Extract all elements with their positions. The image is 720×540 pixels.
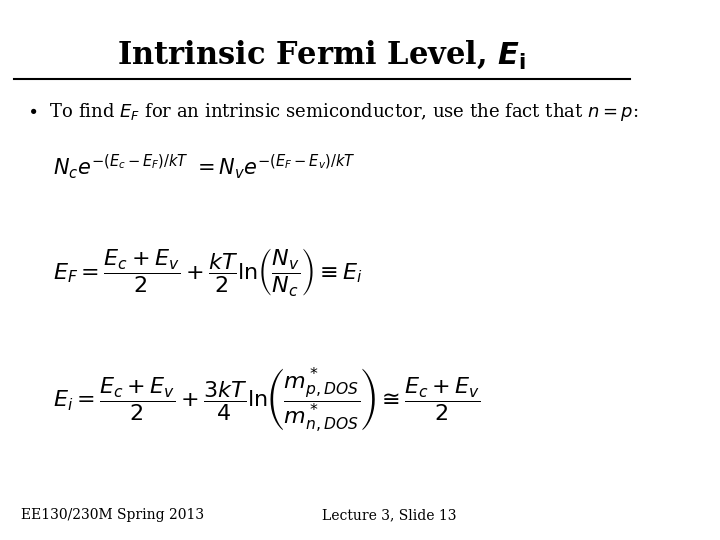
- Text: $N_c e^{-(E_c-E_F)/kT} \ = N_v e^{-(E_F-E_v)/kT}$: $N_c e^{-(E_c-E_F)/kT} \ = N_v e^{-(E_F-…: [53, 152, 355, 180]
- Text: Lecture 3, Slide 13: Lecture 3, Slide 13: [322, 509, 456, 523]
- Text: $E_i = \dfrac{E_c + E_v}{2} + \dfrac{3kT}{4} \ln\!\left(\dfrac{m^*_{p,DOS}}{m^*_: $E_i = \dfrac{E_c + E_v}{2} + \dfrac{3kT…: [53, 367, 480, 435]
- Text: $\bullet$  To find $E_F$ for an intrinsic semiconductor, use the fact that $n = : $\bullet$ To find $E_F$ for an intrinsic…: [27, 101, 639, 123]
- Text: Intrinsic Fermi Level, $\boldsymbol{E}_\mathbf{i}$: Intrinsic Fermi Level, $\boldsymbol{E}_\…: [117, 39, 527, 71]
- Text: EE130/230M Spring 2013: EE130/230M Spring 2013: [21, 509, 204, 523]
- Text: $E_F = \dfrac{E_c + E_v}{2} + \dfrac{kT}{2} \ln\!\left(\dfrac{N_v}{N_c}\right) \: $E_F = \dfrac{E_c + E_v}{2} + \dfrac{kT}…: [53, 246, 362, 298]
